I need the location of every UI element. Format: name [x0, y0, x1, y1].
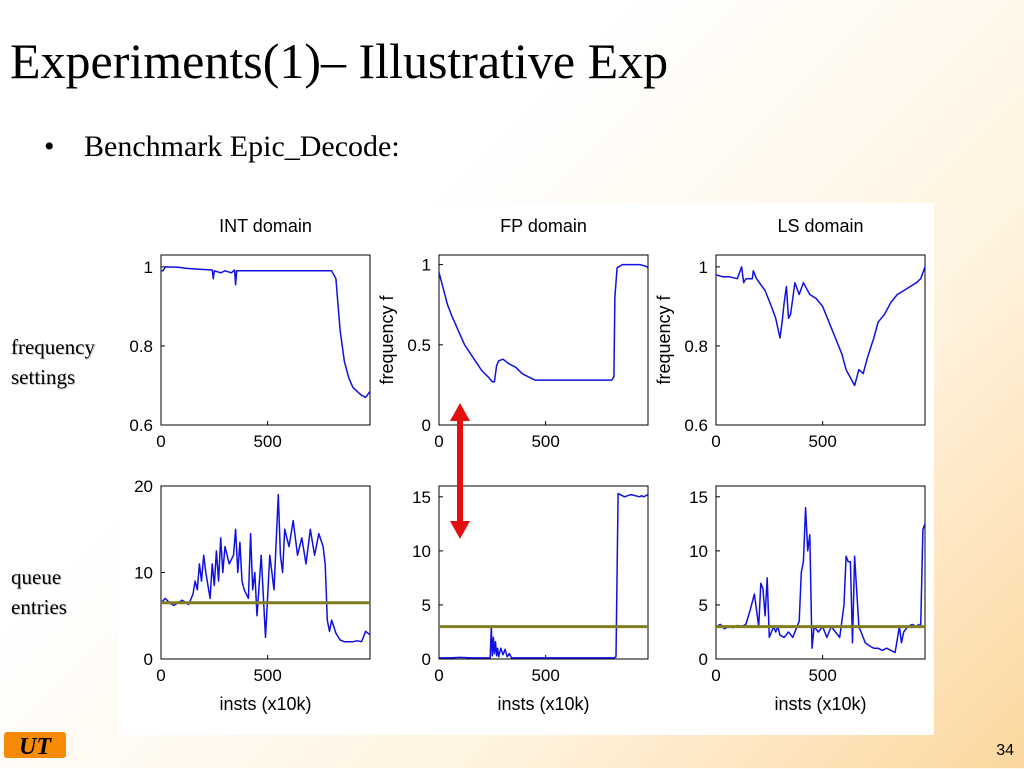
- int-queue-ytick-label: 20: [134, 477, 153, 496]
- fp-freq-xtick-label: 0: [434, 432, 443, 451]
- results-figure: 0 500 0.6 0.8 1 INT domain 0 500 0 0.5 1 FP domain f…: [118, 203, 934, 735]
- queue-entries-label: queue entries: [11, 562, 67, 622]
- fp-queue-ytick-label: 5: [422, 596, 431, 615]
- double-arrow-head-down: [450, 521, 470, 539]
- double-arrow-head-up: [450, 403, 470, 421]
- fp-queue-ytick-label: 0: [422, 650, 431, 669]
- ls-freq-ytick-label: 0.6: [684, 416, 708, 435]
- ls-queue-xtick-label: 500: [808, 666, 836, 685]
- int-freq-axes-box: [160, 254, 371, 426]
- page-number: 34: [996, 742, 1014, 759]
- bullet-text: Benchmark Epic_Decode:: [84, 130, 400, 163]
- frequency-label-line1: frequency: [11, 335, 95, 359]
- int-queue-xtick-label: 0: [156, 666, 165, 685]
- fp-freq-ylabel: frequency f: [377, 294, 397, 384]
- int-queue-ytick-label: 10: [134, 564, 153, 583]
- fp-freq-title: FP domain: [500, 216, 587, 236]
- fp-queue-xlabel: insts (x10k): [497, 694, 589, 714]
- ls-queue-xtick-label: 0: [711, 666, 720, 685]
- fp-freq-series-line: [438, 263, 649, 383]
- fp-queue-xtick-label: 500: [531, 666, 559, 685]
- int-queue-xlabel: insts (x10k): [219, 694, 311, 714]
- ut-logo: UT: [4, 728, 74, 769]
- ls-queue-ytick-label: 5: [699, 596, 708, 615]
- ut-logo-icon: UT: [4, 732, 66, 760]
- int-freq-title: INT domain: [219, 216, 312, 236]
- fp-queue-xtick-label: 0: [434, 666, 443, 685]
- ls-freq-xtick-label: 0: [711, 432, 720, 451]
- frequency-label-line2: settings: [11, 365, 76, 389]
- ls-queue-axes-box: [715, 485, 926, 660]
- fp-freq-ytick-label: 1: [422, 256, 431, 275]
- bullet-item: • Benchmark Epic_Decode:: [44, 132, 400, 162]
- fp-queue-series-line: [439, 492, 649, 659]
- bullet-dot: •: [44, 130, 55, 163]
- int-freq-xtick-label: 500: [253, 432, 281, 451]
- int-freq-ytick-label: 0.6: [129, 416, 153, 435]
- ls-freq-ytick-label: 1: [699, 258, 708, 277]
- fp-freq-ytick-label: 0.5: [407, 336, 431, 355]
- ls-queue-xlabel: insts (x10k): [774, 694, 866, 714]
- fp-freq-axes-box: [438, 254, 649, 426]
- slide-title: Experiments(1)– Illustrative Exp: [10, 33, 669, 89]
- ls-freq-ylabel: frequency f: [654, 294, 674, 384]
- int-freq-xtick-label: 0: [156, 432, 165, 451]
- ls-freq-title: LS domain: [777, 216, 863, 236]
- int-queue-ytick-label: 0: [144, 650, 153, 669]
- ls-queue-ytick-label: 10: [689, 542, 708, 561]
- int-freq-ytick-label: 1: [144, 258, 153, 277]
- ls-freq-axes-box: [715, 254, 926, 426]
- ls-freq-xtick-label: 500: [808, 432, 836, 451]
- ls-freq-series-line: [715, 266, 926, 387]
- frequency-settings-label: frequency settings: [11, 332, 95, 392]
- queue-label-line2: entries: [11, 595, 67, 619]
- fp-queue-ytick-label: 10: [412, 542, 431, 561]
- ls-freq-ytick-label: 0.8: [684, 337, 708, 356]
- queue-label-line1: queue: [11, 565, 62, 589]
- int-queue-xtick-label: 500: [253, 666, 281, 685]
- ls-queue-series-line: [715, 506, 926, 654]
- fp-queue-axes-box: [438, 485, 649, 660]
- ls-queue-ytick-label: 0: [699, 650, 708, 669]
- ls-queue-ytick-label: 15: [689, 488, 708, 507]
- int-freq-ytick-label: 0.8: [129, 337, 153, 356]
- int-freq-series-line: [161, 266, 371, 399]
- fp-freq-ytick-label: 0: [422, 416, 431, 435]
- int-queue-series-line: [160, 493, 371, 643]
- svg-text:UT: UT: [19, 734, 52, 760]
- fp-queue-ytick-label: 15: [412, 488, 431, 507]
- fp-freq-xtick-label: 500: [531, 432, 559, 451]
